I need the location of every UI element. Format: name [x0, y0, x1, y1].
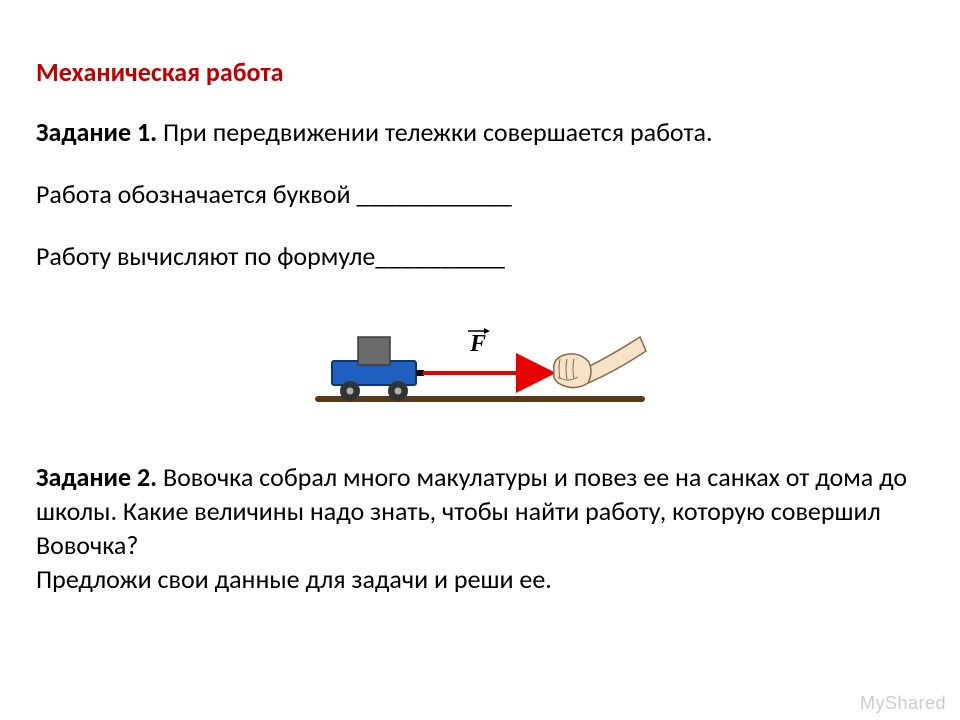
task1-label: Задание 1.: [36, 116, 157, 148]
svg-text:F: F: [469, 331, 486, 357]
task2-para: Задание 2. Вовочка собрал много макулату…: [36, 461, 924, 596]
task2-label: Задание 2.: [36, 461, 157, 493]
diagram-container: F: [36, 301, 924, 421]
page-title: Механическая работа: [36, 56, 924, 88]
cart-force-diagram: F: [310, 301, 650, 421]
task2-line2: Предложи свои данные для задачи и реши е…: [36, 563, 552, 595]
task2-text: Вовочка собрал много макулатуры и повез …: [36, 461, 907, 561]
task1-text1: При передвижении тележки совершается раб…: [157, 116, 712, 148]
task1-line3: Работу вычисляют по формуле__________: [36, 240, 924, 274]
task1-line1: Задание 1. При передвижении тележки сове…: [36, 116, 924, 150]
task1-line2: Работа обозначается буквой ____________: [36, 178, 924, 212]
watermark: MyShared: [860, 693, 946, 714]
